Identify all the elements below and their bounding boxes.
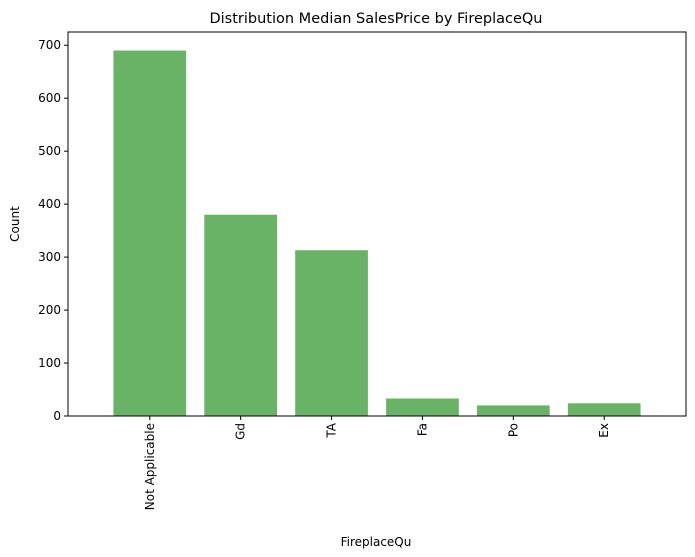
bar-po [476,405,550,416]
bar-fa [386,398,459,416]
bar-not-applicable [113,50,187,416]
y-axis-ticks: 0 100 200 300 400 500 600 700 [38,38,68,423]
chart-title: Distribution Median SalesPrice by Firepl… [209,11,542,27]
y-tick-label: 200 [38,303,61,317]
x-tick-label: Gd [234,423,248,440]
x-tick-label: Po [506,423,520,437]
x-tick-label: TA [325,422,339,438]
y-tick-label: 100 [38,356,61,370]
x-tick-label: Not Applicable [143,423,157,510]
bar-ta [295,250,368,416]
bar-gd [204,214,278,416]
y-tick-label: 500 [38,144,61,158]
y-tick-label: 600 [38,91,61,105]
x-tick-label: Ex [597,423,611,438]
bar-ex [567,403,641,416]
plot-frame [67,31,687,417]
x-axis-title: FireplaceQu [341,535,412,549]
bars-group [113,50,641,416]
y-tick-label: 400 [38,197,61,211]
y-tick-label: 300 [38,250,61,264]
y-tick-label: 700 [38,38,61,52]
x-tick-label: Fa [415,423,429,436]
y-axis-title: Count [8,206,22,242]
x-axis-ticks: Not Applicable Gd TA Fa Po Ex [143,416,611,510]
y-tick-label: 0 [53,409,61,423]
